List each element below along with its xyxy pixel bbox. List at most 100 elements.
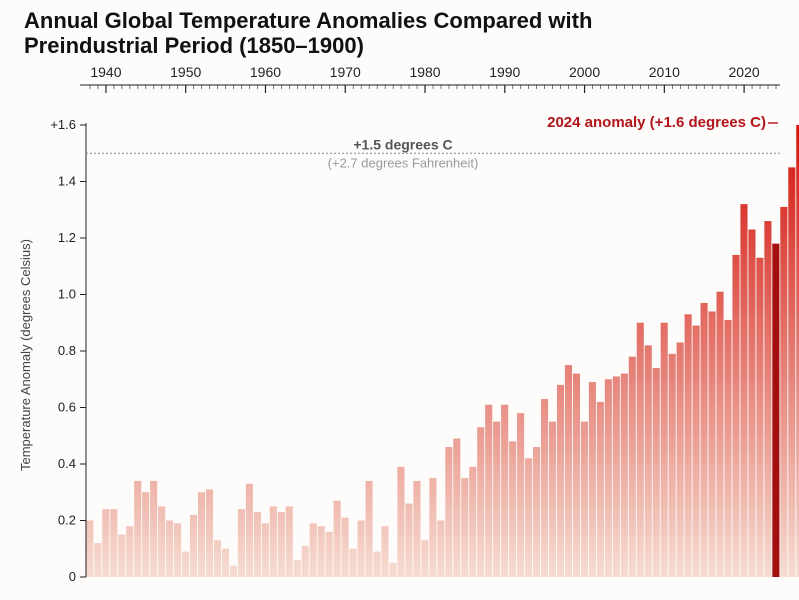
x-tick-label: 1940 (90, 64, 121, 80)
bar-1953 (206, 489, 213, 577)
x-tick-label: 2010 (649, 64, 680, 80)
bar-1939 (94, 543, 101, 577)
bar-1968 (326, 532, 333, 577)
bar-1982 (437, 521, 444, 578)
bar-1971 (350, 549, 357, 577)
bar-1964 (294, 560, 301, 577)
bar-1972 (358, 521, 365, 578)
bar-1985 (461, 478, 468, 577)
bar-1967 (318, 526, 325, 577)
bar-1965 (302, 546, 309, 577)
bar-1945 (142, 492, 149, 577)
bar-1952 (198, 492, 205, 577)
x-tick-label: 1950 (170, 64, 201, 80)
x-tick-label: 1970 (330, 64, 361, 80)
bar-2015 (701, 303, 708, 577)
bar-2004 (613, 376, 620, 577)
bar-1947 (158, 506, 165, 577)
bar-1990 (501, 405, 508, 577)
bar-1991 (509, 441, 516, 577)
bar-1999 (573, 374, 580, 577)
bar-1986 (469, 467, 476, 577)
bar-1938 (86, 521, 93, 578)
bar-1975 (381, 526, 388, 577)
y-tick-label: 1.2 (58, 230, 76, 245)
bar-2014 (693, 326, 700, 577)
bar-1963 (286, 506, 293, 577)
bar-1951 (190, 515, 197, 577)
bar-2011 (669, 354, 676, 577)
bar-2005 (621, 374, 628, 577)
bar-2006 (629, 357, 636, 577)
bar-1973 (366, 481, 373, 577)
bar-1961 (270, 506, 277, 577)
bar-1981 (429, 478, 436, 577)
bar-2022 (756, 258, 763, 577)
bar-1997 (557, 385, 564, 577)
bar-1979 (413, 481, 420, 577)
bar-1946 (150, 481, 157, 577)
bar-1988 (485, 405, 492, 577)
y-tick-label: 1.0 (58, 287, 76, 302)
bar-2001 (589, 382, 596, 577)
bar-1960 (262, 523, 269, 577)
threshold-sublabel: (+2.7 degrees Fahrenheit) (328, 155, 479, 170)
bar-1955 (222, 549, 229, 577)
threshold-label: +1.5 degrees C (353, 136, 452, 152)
bar-1998 (565, 365, 572, 577)
bar-1940 (102, 509, 109, 577)
x-tick-label: 1990 (489, 64, 520, 80)
bar-1956 (230, 566, 237, 577)
bar-1957 (238, 509, 245, 577)
y-tick-label: 0.4 (58, 456, 76, 471)
y-tick-label: 0 (69, 569, 76, 584)
bar-1978 (405, 504, 412, 577)
bar-1987 (477, 427, 484, 577)
bar-1996 (549, 422, 556, 577)
bar-2009 (653, 368, 660, 577)
bar-2007 (637, 323, 644, 577)
bar-2000 (581, 422, 588, 577)
annotations-group: +1.5 degrees C (+2.7 degrees Fahrenheit) 2… (86, 114, 780, 170)
bar-1944 (134, 481, 141, 577)
bar-1995 (541, 399, 548, 577)
bar-2012 (677, 343, 684, 577)
bar-2023 (764, 221, 771, 577)
callout-2024: 2024 anomaly (+1.6 degrees C) (547, 114, 766, 131)
bar-1949 (174, 523, 181, 577)
bar-1977 (397, 467, 404, 577)
bar-2002 (597, 402, 604, 577)
bar-2024 (772, 244, 779, 577)
bar-1958 (246, 484, 253, 577)
y-tick-label: +1.6 (50, 117, 76, 132)
bar-1976 (389, 563, 396, 577)
bar-1974 (373, 552, 380, 577)
x-tick-label: 1980 (409, 64, 440, 80)
bar-2026 (788, 167, 795, 577)
bar-1984 (453, 439, 460, 577)
bar-2019 (732, 255, 739, 577)
bar-1959 (254, 512, 261, 577)
bar-1992 (517, 413, 524, 577)
y-tick-label: 0.6 (58, 400, 76, 415)
bar-2010 (661, 323, 668, 577)
bar-1948 (166, 521, 173, 578)
bar-2020 (740, 204, 747, 577)
y-tick-label: 1.4 (58, 174, 76, 189)
bar-1969 (334, 501, 341, 577)
bar-2017 (716, 292, 723, 577)
bar-1941 (110, 509, 117, 577)
bar-2021 (748, 230, 755, 577)
bar-1962 (278, 512, 285, 577)
bar-1970 (342, 518, 349, 577)
bar-1950 (182, 552, 189, 577)
x-tick-label: 2000 (569, 64, 600, 80)
bar-1993 (525, 458, 532, 577)
bar-1966 (310, 523, 317, 577)
bar-2025 (780, 207, 787, 577)
bar-2003 (605, 379, 612, 577)
bar-1994 (533, 447, 540, 577)
x-tick-label: 2020 (729, 64, 760, 80)
bar-2018 (724, 320, 731, 577)
bar-1980 (421, 540, 428, 577)
